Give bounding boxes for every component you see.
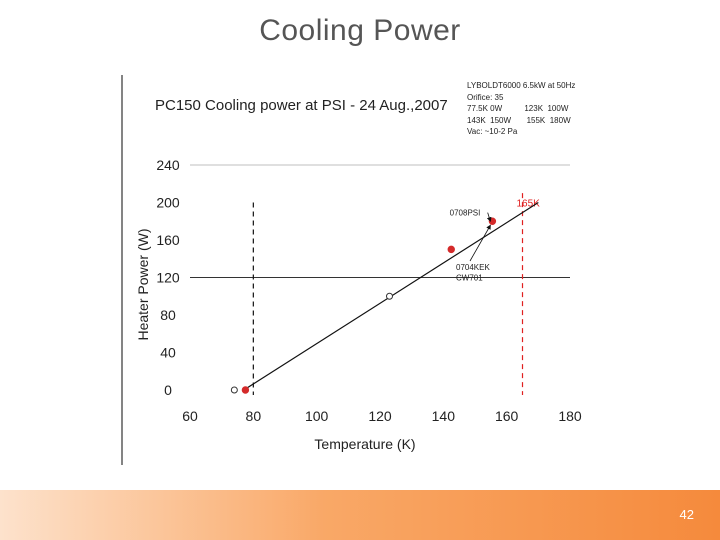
x-tick-label-120: 120 [368,408,392,424]
data-point-s0-0 [241,386,250,394]
annotation-1: 0704KEK [456,263,490,272]
info-line-4: 143K 150W 155K 180W [467,115,571,125]
y-tick-label-160: 160 [156,232,180,248]
info-line-2: Orifice: 35 [467,92,504,102]
y-tick-label-240: 240 [156,157,180,173]
footer-bar: 42 [0,490,720,540]
y-axis-label: Heater Power (W) [135,228,151,340]
info-line-3: 77.5K 0W 123K 100W [467,104,569,113]
data-point-s0-1 [447,245,455,254]
annotation-2: CW701 [456,273,483,282]
data-point-s1-0 [230,386,238,394]
x-tick-label-180: 180 [558,408,582,424]
data-point-s1-1 [386,292,393,300]
reference-line-label: 165K [517,198,541,209]
cooling-power-chart: PC150 Cooling power at PSI - 24 Aug.,200… [121,75,582,465]
info-line-1: LYBOLDT6000 6.5kW at 50Hz [467,81,576,90]
chart-title: PC150 Cooling power at PSI - 24 Aug.,200… [155,97,448,114]
slide-title: Cooling Power [259,14,461,47]
info-box: LYBOLDT6000 6.5kW at 50Hz Orifice: 35 77… [467,80,575,138]
annotation-0: 0708PSI [450,209,481,218]
y-tick-label-80: 80 [160,307,176,323]
annotation-arrow-0 [486,212,492,223]
x-axis-label: Temperature (K) [314,436,415,452]
y-tick-label-200: 200 [156,195,180,211]
y-tick-label-40: 40 [160,345,176,361]
annotation-arrow-1 [469,224,491,262]
x-tick-label-160: 160 [495,408,519,424]
x-tick-label-80: 80 [246,408,262,424]
x-tick-label-60: 60 [182,408,198,424]
info-line-5: Vac: ~10-2 Pa [467,127,518,136]
x-tick-label-100: 100 [305,408,329,424]
y-tick-label-0: 0 [164,382,172,398]
page-number: 42 [679,507,694,522]
y-tick-label-120: 120 [156,270,180,286]
x-tick-label-140: 140 [432,408,456,424]
